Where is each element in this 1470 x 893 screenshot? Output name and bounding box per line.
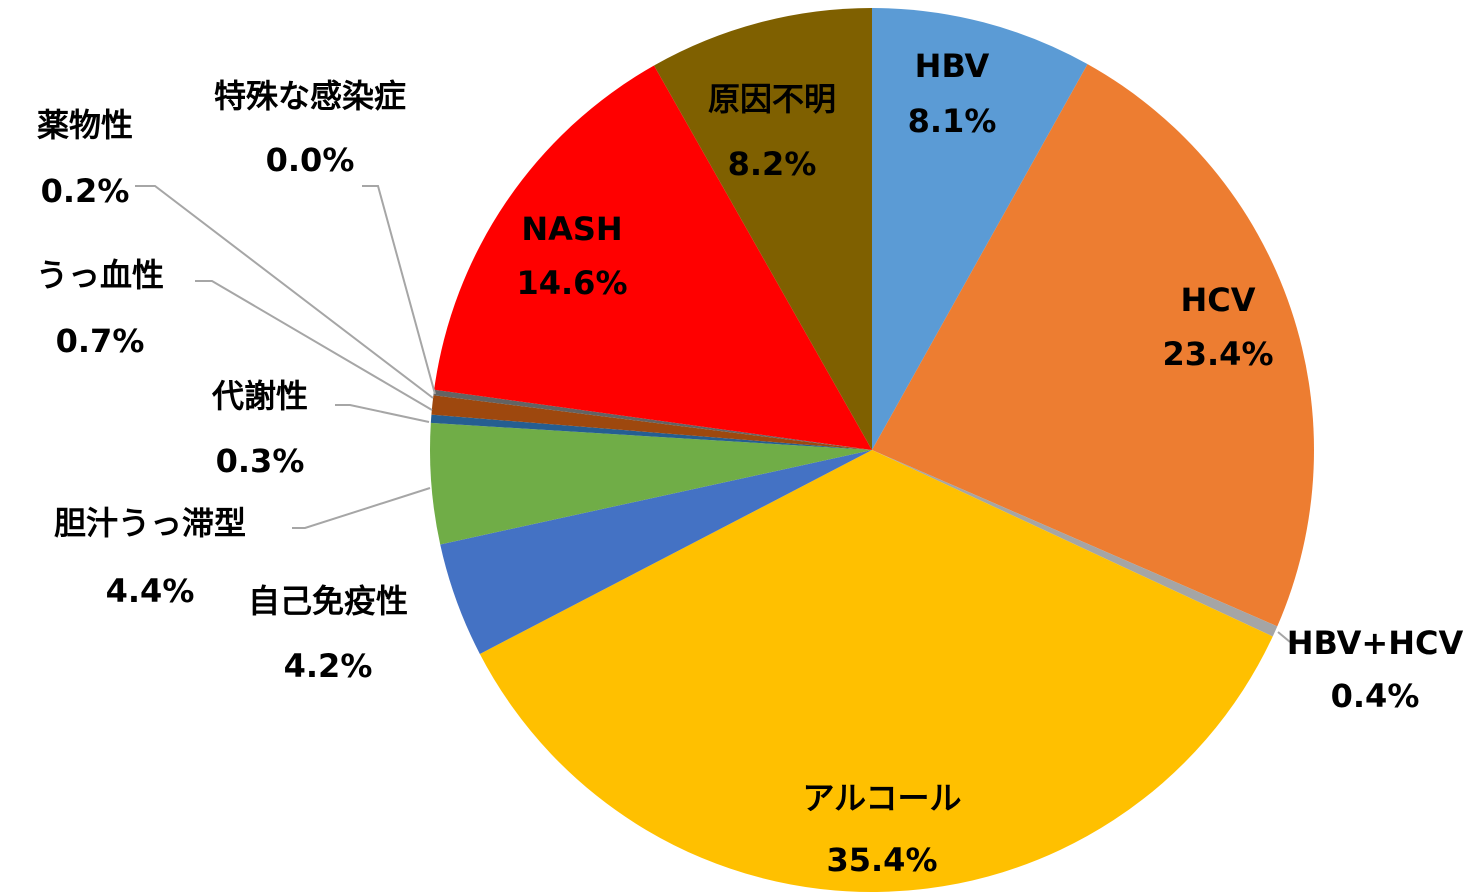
- pie-slice: [872, 64, 1315, 627]
- pie-slice: [431, 395, 872, 450]
- pie-slice: [872, 8, 1088, 450]
- slice-label: 自己免疫性: [248, 582, 408, 620]
- slice-label: 薬物性: [37, 106, 133, 144]
- pie-slice: [479, 450, 1273, 893]
- slice-label: 胆汁うっ滞型: [54, 504, 246, 542]
- slice-label: アルコール: [802, 779, 961, 817]
- value-label: 0.4%: [1331, 677, 1420, 715]
- slice-label: HCV: [1180, 281, 1255, 319]
- pie: [430, 8, 1315, 893]
- value-label: 4.2%: [284, 647, 373, 685]
- pie-slice: [434, 65, 872, 450]
- leader-line: [135, 185, 434, 399]
- slice-label: 代謝性: [211, 377, 308, 415]
- value-label: 23.4%: [1162, 335, 1273, 373]
- value-label: 0.3%: [216, 442, 305, 480]
- value-label: 35.4%: [826, 841, 937, 879]
- slice-label: NASH: [521, 210, 622, 248]
- leader-line: [195, 280, 433, 411]
- pie-slice: [430, 422, 872, 545]
- slice-label: うっ血性: [36, 256, 164, 294]
- leader-line: [1277, 631, 1291, 643]
- leader-line: [335, 404, 430, 423]
- slice-label: HBV+HCV: [1287, 624, 1464, 662]
- value-label: 8.2%: [728, 145, 817, 183]
- slice-label: HBV: [915, 47, 990, 85]
- value-label: 0.0%: [266, 141, 355, 179]
- value-label: 0.7%: [56, 322, 145, 360]
- pie-slice: [433, 389, 872, 450]
- leader-line: [362, 185, 436, 395]
- value-label: 0.2%: [41, 172, 130, 210]
- pie-slice: [872, 450, 1278, 637]
- pie-slice: [654, 8, 872, 450]
- value-label: 14.6%: [516, 264, 627, 302]
- value-label: 8.1%: [908, 102, 997, 140]
- pie-slice: [440, 450, 872, 654]
- value-label: 4.4%: [106, 572, 195, 610]
- slice-label: 特殊な感染症: [214, 77, 406, 115]
- leader-lines: [135, 185, 1291, 643]
- pie-slice: [430, 414, 872, 450]
- leader-line: [292, 487, 431, 529]
- slice-label: 原因不明: [708, 80, 836, 118]
